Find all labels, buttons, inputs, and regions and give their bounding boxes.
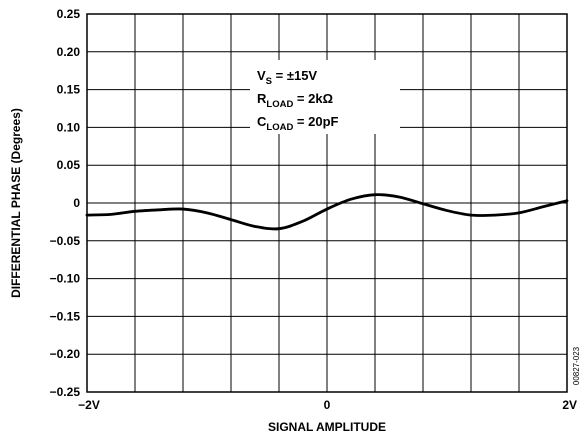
plot-frame bbox=[86, 13, 568, 393]
y-tick-label: −0.20 bbox=[50, 347, 81, 361]
annotation-line: VS = ±15V bbox=[257, 68, 317, 87]
x-axis-title: SIGNAL AMPLITUDE bbox=[268, 420, 386, 434]
x-tick-label: 0 bbox=[324, 398, 331, 412]
y-tick-label: 0 bbox=[73, 196, 80, 210]
x-tick-label: −2V bbox=[78, 398, 100, 412]
x-tick-label: 2V bbox=[562, 398, 577, 412]
annotation-background bbox=[250, 60, 400, 134]
y-tick-label: −0.05 bbox=[50, 234, 81, 248]
y-tick-label: 0.15 bbox=[57, 83, 81, 97]
y-tick-label: 0.10 bbox=[57, 120, 81, 134]
y-tick-labels: 0.25 0.20 0.15 0.10 0.05 0 −0.05 −0.10 −0.15 −0.2… bbox=[50, 7, 81, 399]
y-axis-title: DIFFERENTIAL PHASE (Degrees) bbox=[9, 108, 23, 298]
annotation-line: CLOAD = 20pF bbox=[257, 114, 339, 133]
conditions-annotation: VS = ±15V RLOAD = 2kΩ CLOAD = 20pF bbox=[250, 60, 400, 134]
x-tick-labels: −2V 0 2V bbox=[78, 398, 577, 412]
y-tick-label: 0.25 bbox=[57, 7, 81, 21]
y-tick-label: −0.25 bbox=[50, 385, 81, 399]
series-line bbox=[85, 193, 569, 231]
y-tick-label: 0.05 bbox=[57, 158, 81, 172]
y-tick-label: −0.15 bbox=[50, 309, 81, 323]
figure-id: 00827-023 bbox=[572, 346, 581, 385]
annotation-line: RLOAD = 2kΩ bbox=[257, 91, 333, 110]
y-tick-label: −0.10 bbox=[50, 272, 81, 286]
y-tick-label: 0.20 bbox=[57, 45, 81, 59]
